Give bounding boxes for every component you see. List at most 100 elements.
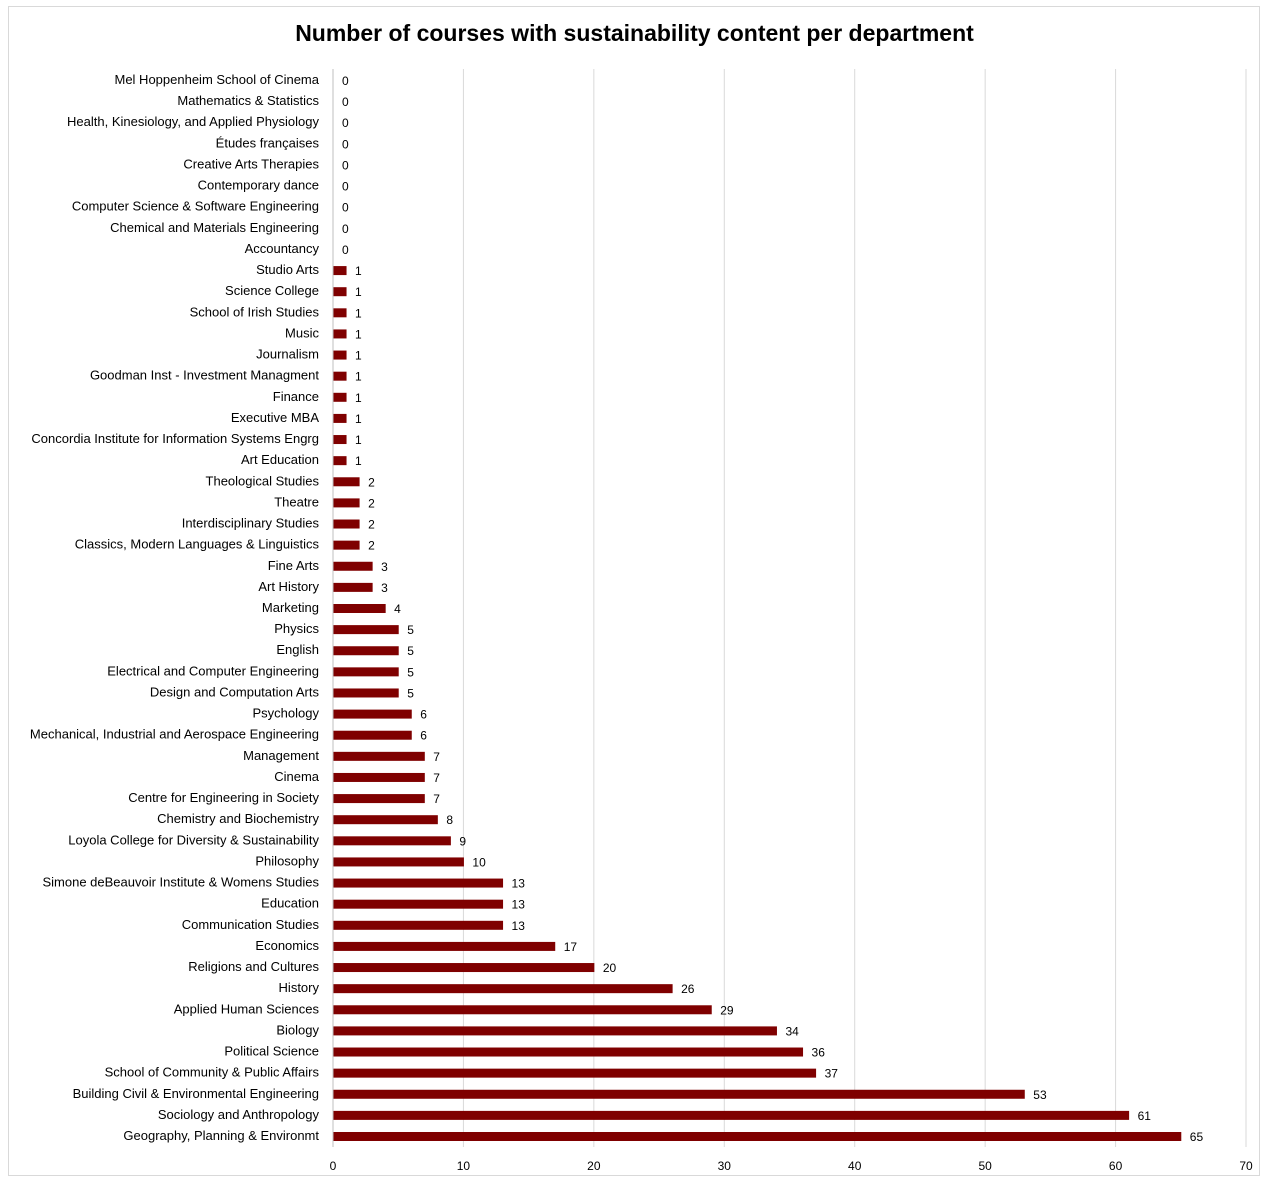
category-label: Art Education <box>241 452 319 467</box>
data-label: 1 <box>355 454 362 468</box>
bar <box>333 456 347 466</box>
category-label: Management <box>243 748 319 763</box>
bar <box>333 540 360 550</box>
data-label: 37 <box>825 1067 839 1081</box>
category-label: Concordia Institute for Information Syst… <box>31 431 319 446</box>
data-label: 0 <box>342 158 349 172</box>
chart-frame <box>8 6 1260 1176</box>
data-label: 13 <box>512 919 526 933</box>
category-label: Contemporary dance <box>198 178 319 193</box>
bar <box>333 1132 1182 1141</box>
data-label: 1 <box>355 370 362 384</box>
category-label: Music <box>285 325 319 340</box>
x-tick-label: 0 <box>330 1159 337 1173</box>
category-label: Economics <box>255 938 319 953</box>
category-label: Journalism <box>256 347 319 362</box>
bar <box>333 963 595 973</box>
bar <box>333 688 399 698</box>
data-label: 13 <box>512 898 526 912</box>
category-label: Computer Science & Software Engineering <box>72 199 319 214</box>
data-label: 0 <box>342 137 349 151</box>
bar <box>333 899 504 909</box>
bar <box>333 1047 804 1057</box>
data-label: 2 <box>368 496 375 510</box>
category-label: Mel Hoppenheim School of Cinema <box>115 72 320 87</box>
data-label: 2 <box>368 518 375 532</box>
data-label: 1 <box>355 433 362 447</box>
data-label: 26 <box>681 982 695 996</box>
bar <box>333 308 347 318</box>
bar <box>333 751 425 761</box>
category-label: Sociology and Anthropology <box>158 1107 320 1122</box>
category-label: Mathematics & Statistics <box>177 93 319 108</box>
category-label: Loyola College for Diversity & Sustainab… <box>68 832 319 847</box>
data-label: 6 <box>420 729 427 743</box>
category-label: Electrical and Computer Engineering <box>107 663 319 678</box>
category-label: Art History <box>258 579 319 594</box>
bar <box>333 646 399 656</box>
x-tick-label: 20 <box>587 1159 601 1173</box>
category-label: Accountancy <box>245 241 320 256</box>
category-label: Theological Studies <box>206 473 320 488</box>
bar <box>333 477 360 487</box>
x-tick-label: 70 <box>1239 1159 1253 1173</box>
data-label: 3 <box>381 560 388 574</box>
category-label: Simone deBeauvoir Institute & Womens Stu… <box>42 875 319 890</box>
category-label: Goodman Inst - Investment Managment <box>90 368 319 383</box>
data-label: 3 <box>381 581 388 595</box>
bar <box>333 1110 1130 1120</box>
bar <box>333 815 438 825</box>
data-label: 1 <box>355 349 362 363</box>
category-label: Creative Arts Therapies <box>183 156 319 171</box>
data-label: 0 <box>342 201 349 215</box>
category-label: Physics <box>274 621 319 636</box>
category-label: Classics, Modern Languages & Linguistics <box>75 537 320 552</box>
category-label: Design and Computation Arts <box>150 684 320 699</box>
bar <box>333 413 347 423</box>
category-label: Biology <box>276 1022 319 1037</box>
bar <box>333 498 360 508</box>
bar <box>333 920 504 930</box>
x-tick-label: 60 <box>1109 1159 1123 1173</box>
data-label: 8 <box>446 813 453 827</box>
bar <box>333 1068 817 1078</box>
bar <box>333 1089 1025 1099</box>
category-label: Building Civil & Environmental Engineeri… <box>73 1086 319 1101</box>
x-tick-label: 50 <box>978 1159 992 1173</box>
category-label: Executive MBA <box>231 410 319 425</box>
data-label: 0 <box>342 95 349 109</box>
data-label: 1 <box>355 264 362 278</box>
data-label: 5 <box>407 623 414 637</box>
chart-title: Number of courses with sustainability co… <box>295 20 974 46</box>
x-tick-label: 30 <box>718 1159 732 1173</box>
data-label: 5 <box>407 644 414 658</box>
data-label: 29 <box>720 1003 734 1017</box>
category-label: Science College <box>225 283 319 298</box>
bar <box>333 941 556 951</box>
data-label: 17 <box>564 940 578 954</box>
bar <box>333 582 373 592</box>
bar <box>333 350 347 360</box>
data-label: 10 <box>472 855 486 869</box>
bar <box>333 435 347 445</box>
bar <box>333 625 399 635</box>
category-label: Fine Arts <box>268 558 320 573</box>
category-label: Studio Arts <box>256 262 319 277</box>
bar <box>333 794 425 804</box>
data-label: 4 <box>394 602 401 616</box>
bar <box>333 392 347 402</box>
x-tick-label: 10 <box>457 1159 471 1173</box>
data-label: 20 <box>603 961 617 975</box>
bar <box>333 371 347 381</box>
bar <box>333 329 347 339</box>
category-label: School of Irish Studies <box>190 304 320 319</box>
bar <box>333 730 412 740</box>
data-label: 1 <box>355 306 362 320</box>
data-label: 5 <box>407 665 414 679</box>
bar <box>333 1005 712 1015</box>
category-label: Chemical and Materials Engineering <box>110 220 319 235</box>
data-label: 0 <box>342 243 349 257</box>
data-label: 9 <box>459 834 466 848</box>
bar <box>333 1026 777 1036</box>
